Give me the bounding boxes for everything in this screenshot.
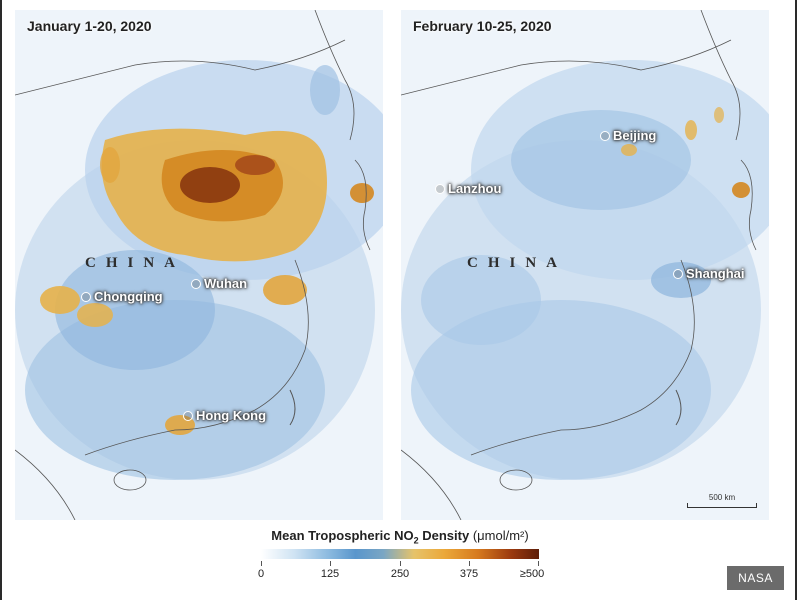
colorbar-legend: Mean Tropospheric NO2 Density (μmol/m²) …: [250, 528, 550, 580]
panel-title-february: February 10-25, 2020: [413, 18, 552, 34]
scale-bar: 500 km: [687, 493, 757, 508]
legend-tick: [330, 561, 331, 566]
no2-map-january: [15, 10, 383, 520]
legend-tick-label: 250: [390, 568, 410, 580]
legend-tick: [469, 561, 470, 566]
legend-tick-label: 0: [257, 568, 265, 580]
no2-map-february: [401, 10, 769, 520]
frame-left-border: [0, 0, 2, 600]
map-panel-january: January 1-20, 2020 CHINA Chongqing Wuhan…: [15, 10, 383, 520]
city-label: Chongqing: [94, 289, 163, 304]
legend-title: Mean Tropospheric NO2 Density (μmol/m²): [250, 528, 550, 546]
city-lanzhou: Lanzhou: [435, 181, 501, 196]
city-label: Hong Kong: [196, 408, 267, 423]
city-beijing: Beijing: [600, 128, 656, 143]
legend-tick-label: 375: [459, 568, 479, 580]
city-chongqing: Chongqing: [81, 289, 163, 304]
city-marker-icon: [191, 278, 201, 289]
city-shanghai: Shanghai: [673, 266, 745, 281]
scale-label: 500 km: [708, 493, 736, 502]
city-wuhan: Wuhan: [191, 276, 247, 291]
city-marker-icon: [81, 291, 91, 302]
scale-line: [687, 503, 757, 508]
city-label: Lanzhou: [448, 181, 502, 196]
legend-tick: [261, 561, 262, 566]
city-label: Wuhan: [204, 276, 248, 291]
frame-right-border: [795, 0, 797, 600]
country-label-china: CHINA: [85, 255, 186, 271]
legend-tick: [400, 561, 401, 566]
nasa-credit-badge: NASA: [727, 566, 784, 590]
legend-title-subscript: 2: [413, 535, 419, 546]
city-label: Beijing: [613, 128, 657, 143]
legend-tick: [538, 561, 539, 566]
city-marker-icon: [435, 183, 445, 194]
panel-title-january: January 1-20, 2020: [27, 18, 152, 34]
legend-tick-label: ≥500: [519, 568, 545, 580]
city-marker-icon: [673, 268, 683, 279]
legend-tick-label: 125: [320, 568, 340, 580]
city-label: Shanghai: [686, 266, 745, 281]
city-marker-icon: [600, 130, 610, 141]
map-panel-february: February 10-25, 2020 CHINA Lanzhou Beiji…: [401, 10, 769, 520]
country-label-china: CHINA: [467, 255, 568, 271]
legend-title-rest: Density: [418, 528, 470, 543]
legend-unit: (μmol/m²): [472, 528, 529, 543]
city-hong-kong: Hong Kong: [183, 408, 266, 423]
legend-color-bar: [261, 549, 539, 559]
legend-title-main: Mean Tropospheric NO: [271, 528, 414, 543]
city-marker-icon: [183, 410, 193, 421]
